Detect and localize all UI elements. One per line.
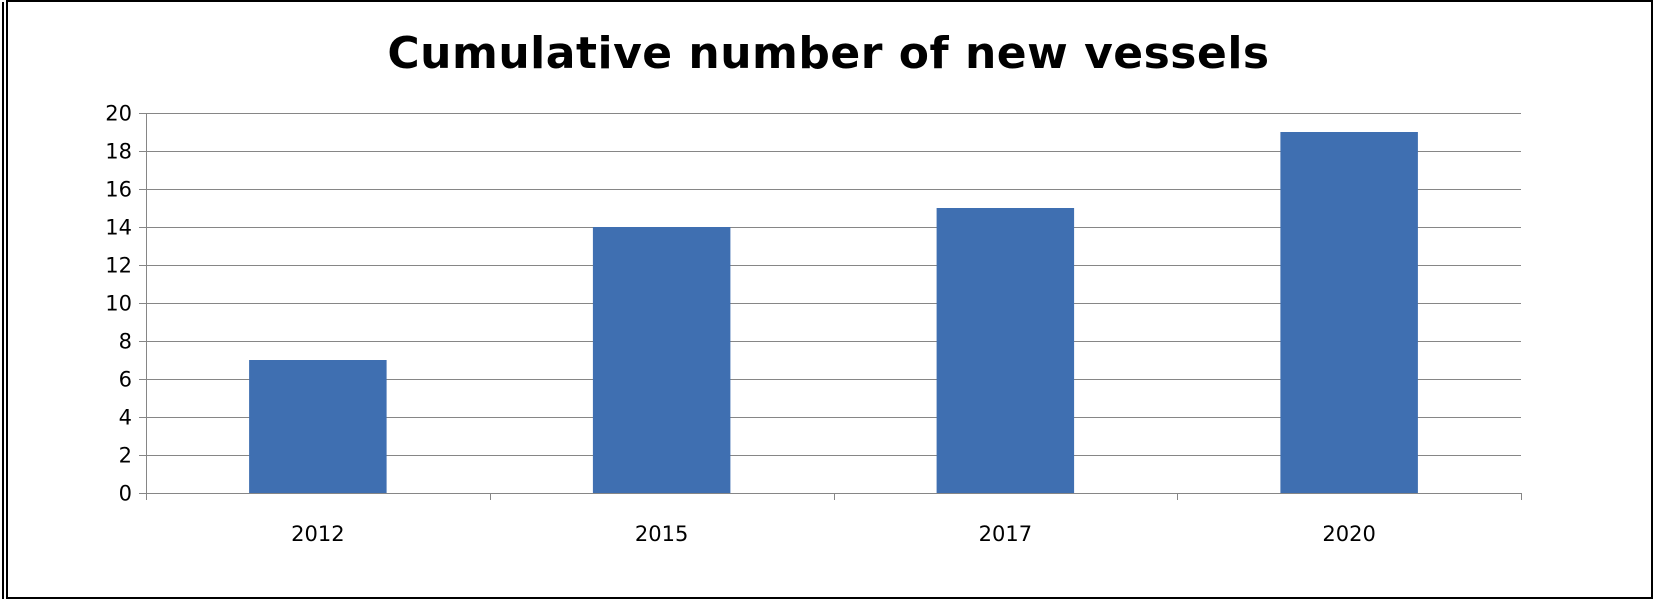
y-tick-label: 20	[105, 102, 132, 126]
x-tick-label: 2017	[979, 522, 1032, 546]
chart-title: Cumulative number of new vessels	[387, 28, 1270, 79]
y-tick-label: 10	[105, 292, 132, 316]
bar-2020	[1280, 132, 1418, 493]
y-tick-label: 18	[105, 140, 132, 164]
y-tick-label: 12	[105, 254, 132, 278]
y-tick-label: 16	[105, 178, 132, 202]
x-tick-label: 2012	[291, 522, 344, 546]
bars	[249, 132, 1418, 493]
y-tick-label: 8	[119, 330, 132, 354]
bar-2015	[592, 227, 731, 493]
y-tick-label: 4	[119, 406, 132, 430]
bar-2017	[936, 208, 1075, 493]
y-tick-label: 0	[119, 482, 132, 506]
y-tick-label: 14	[105, 216, 132, 240]
tick-labels: 0 2 4 6 8 10 12 14 16 18 20 2012 2015 2017 2020	[105, 102, 1376, 547]
x-tick-label: 2020	[1322, 522, 1375, 546]
y-tick-label: 2	[119, 444, 132, 468]
bar-2012	[249, 360, 387, 493]
axes	[139, 113, 1522, 500]
y-tick-label: 6	[119, 368, 132, 392]
x-tick-label: 2015	[635, 522, 688, 546]
